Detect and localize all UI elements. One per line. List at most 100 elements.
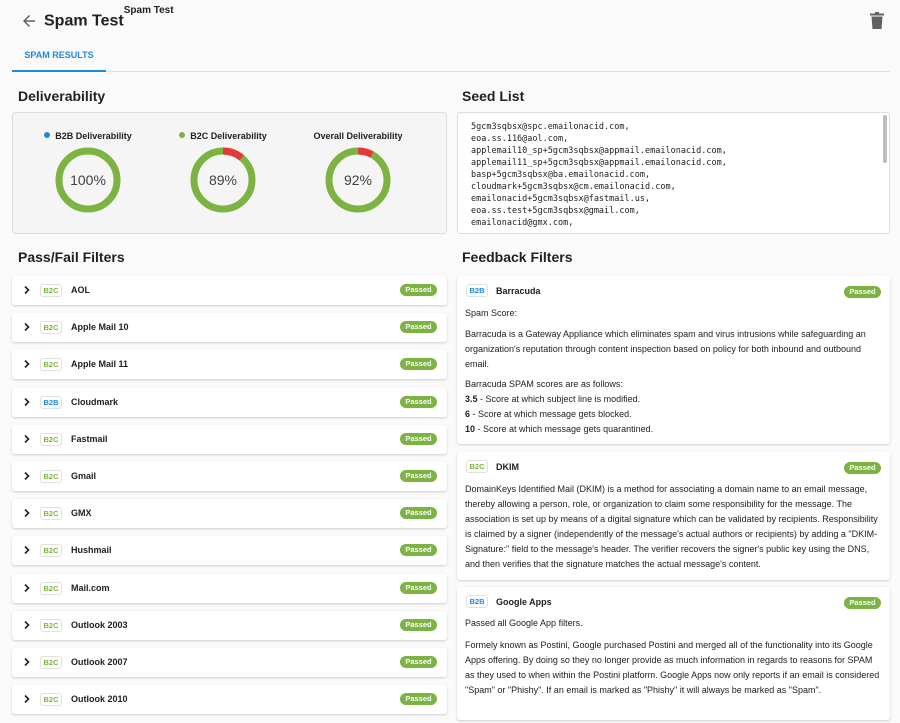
b2c-badge: B2C (40, 582, 62, 595)
filter-name: Fastmail (71, 434, 108, 444)
b2c-badge: B2C (40, 656, 62, 669)
donut-track (55, 147, 121, 213)
filter-name: Outlook 2010 (71, 694, 128, 704)
score-line: 3.5 - Score at which subject line is mod… (465, 392, 883, 407)
chevron-right-icon[interactable] (22, 434, 32, 444)
feedback-card-barracuda: B2B Barracuda Passed Spam Score: Barracu… (457, 276, 890, 444)
filter-name: Cloudmark (71, 397, 119, 407)
feedback-name: Barracuda (496, 286, 541, 296)
filter-name: Outlook 2003 (71, 620, 128, 630)
feedback-card-google-apps: B2B Google Apps Passed Passed all Google… (457, 587, 890, 720)
chevron-right-icon[interactable] (22, 359, 32, 369)
top-bar: Spam TestSpam Test (0, 0, 900, 40)
filter-name: Outlook 2007 (71, 657, 128, 667)
passed-badge: Passed (400, 693, 437, 705)
back-arrow-icon[interactable] (20, 12, 38, 30)
score-text: - Score at which message gets quarantine… (475, 424, 654, 434)
chevron-right-icon[interactable] (22, 471, 32, 481)
b2c-badge: B2C (40, 433, 62, 446)
passed-badge: Passed (400, 396, 437, 408)
filter-row[interactable]: B2C Mail.com Passed (12, 574, 447, 603)
gauge-overall: Overall Deliverability 92% (288, 113, 428, 233)
scores-intro: Barracuda SPAM scores are as follows: (465, 379, 623, 389)
filter-name: GMX (71, 508, 92, 518)
passed-badge: Passed (844, 597, 881, 609)
chevron-right-icon[interactable] (22, 694, 32, 704)
b2c-badge: B2C (40, 284, 62, 297)
passed-badge: Passed (400, 507, 437, 519)
seed-list-box[interactable]: 5gcm3sqbsx@spc.emailonacid.com, eoa.ss.1… (457, 112, 890, 234)
passed-badge: Passed (400, 433, 437, 445)
score-line: 10 - Score at which message gets quarant… (465, 422, 883, 437)
deliverability-card: B2B Deliverability 100% B2C Deliverabili… (12, 112, 447, 234)
tab-bar: SPAM RESULTS (12, 44, 890, 72)
filter-row[interactable]: B2C Hushmail Passed (12, 536, 447, 565)
chevron-right-icon[interactable] (22, 508, 32, 518)
donut-fail-arc (325, 147, 391, 213)
filter-name: AOL (71, 285, 90, 295)
score-value: 3.5 (465, 394, 478, 404)
google-apps-summary: Passed all Google App filters. (465, 618, 583, 628)
b2c-badge: B2C (40, 507, 62, 520)
filter-row[interactable]: B2C Outlook 2007 Passed (12, 648, 447, 677)
b2c-badge: B2C (40, 470, 62, 483)
gauge-value: 92% (343, 172, 373, 188)
donut-fail-arc (190, 147, 256, 213)
filter-row[interactable]: B2C Gmail Passed (12, 462, 447, 491)
b2b-badge: B2B (40, 396, 62, 409)
seed-list-text: 5gcm3sqbsx@spc.emailonacid.com, eoa.ss.1… (471, 122, 727, 228)
filter-name: Gmail (71, 471, 97, 481)
filter-name: Apple Mail 10 (71, 322, 129, 332)
b2b-badge: B2B (466, 595, 488, 608)
filter-name: Mail.com (71, 583, 110, 593)
passed-badge: Passed (400, 582, 437, 594)
filter-row[interactable]: B2B Cloudmark Passed (12, 388, 447, 417)
tab-spam-results[interactable]: SPAM RESULTS (12, 44, 106, 72)
passed-badge: Passed (400, 544, 437, 556)
filter-row[interactable]: B2C Apple Mail 11 Passed (12, 350, 447, 379)
seed-list-scrollbar[interactable] (883, 115, 887, 163)
page-title: Spam TestSpam Test (44, 5, 174, 30)
passed-badge: Passed (400, 321, 437, 333)
chevron-right-icon[interactable] (22, 285, 32, 295)
b2c-badge: B2C (40, 693, 62, 706)
trash-icon[interactable] (870, 12, 884, 29)
feedback-name: DKIM (496, 462, 519, 472)
chevron-right-icon[interactable] (22, 583, 32, 593)
gauge-b2c: B2C Deliverability 89% (153, 113, 293, 233)
chevron-right-icon[interactable] (22, 620, 32, 630)
dkim-description: DomainKeys Identified Mail (DKIM) is a m… (465, 484, 878, 569)
feedback-card-dkim: B2C DKIM Passed DomainKeys Identified Ma… (457, 452, 890, 580)
filter-row[interactable]: B2C Apple Mail 10 Passed (12, 313, 447, 342)
filter-row[interactable]: B2C GMX Passed (12, 499, 447, 528)
chevron-right-icon[interactable] (22, 545, 32, 555)
b2c-badge: B2C (40, 619, 62, 632)
chevron-right-icon[interactable] (22, 657, 32, 667)
passed-badge: Passed (844, 286, 881, 298)
gauge-label: Overall Deliverability (288, 131, 428, 141)
gauge-label: B2C Deliverability (153, 131, 293, 141)
filter-row[interactable]: B2C AOL Passed (12, 276, 447, 305)
chevron-right-icon[interactable] (22, 397, 32, 407)
score-value: 10 (465, 424, 476, 434)
spam-score-label: Spam Score: (465, 308, 518, 318)
passed-badge: Passed (400, 470, 437, 482)
filter-row[interactable]: B2C Outlook 2010 Passed (12, 685, 447, 714)
page-title-superscript: Spam Test (123, 5, 174, 16)
filter-row[interactable]: B2C Fastmail Passed (12, 425, 447, 454)
barracuda-description: Barracuda is a Gateway Appliance which e… (465, 329, 866, 369)
gauge-label-text: B2C Deliverability (190, 131, 267, 141)
b2c-badge: B2C (40, 358, 62, 371)
seed-list-title: Seed List (462, 88, 525, 104)
passed-badge: Passed (400, 284, 437, 296)
gauge-value: 100% (70, 172, 106, 188)
gauge-label-text: Overall Deliverability (313, 131, 403, 141)
filter-name: Hushmail (71, 545, 112, 555)
b2c-badge: B2C (40, 321, 62, 334)
deliverability-title: Deliverability (18, 88, 106, 104)
gauge-value: 89% (208, 172, 238, 188)
filter-row[interactable]: B2C Outlook 2003 Passed (12, 611, 447, 640)
legend-dot (44, 132, 51, 138)
score-line: 6 - Score at which message gets blocked. (465, 407, 883, 422)
chevron-right-icon[interactable] (22, 322, 32, 332)
